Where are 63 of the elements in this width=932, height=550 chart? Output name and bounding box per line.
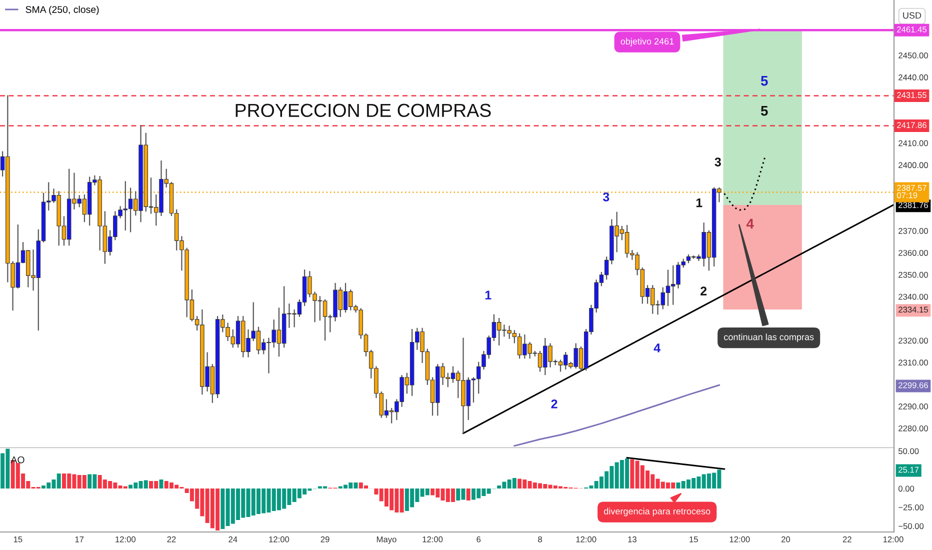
- ref-line-label: 2431.55: [897, 92, 926, 98]
- x-tick-label: 22: [842, 536, 852, 542]
- y-tick-label: 2440.00: [898, 74, 928, 80]
- y-tick-label: 2310.00: [898, 360, 928, 366]
- y-tick-label: 2320.00: [898, 338, 928, 344]
- x-tick-label: 12:00: [730, 536, 750, 542]
- annotation: 2: [700, 286, 707, 296]
- y-tick-label: 50.00: [898, 448, 919, 454]
- y-tick-label: 2381.76: [898, 202, 928, 208]
- annotation: divergencia para retroceso: [604, 508, 710, 516]
- bar: [466, 488, 470, 500]
- x-tick-label: 12:00: [883, 536, 904, 542]
- ref-line-label: 2461.45: [897, 26, 926, 32]
- x-tick-label: 15: [690, 536, 698, 542]
- y-tick-label: 25.17: [898, 466, 919, 473]
- annotation: 3: [714, 158, 721, 166]
- y-tick-label: 2280.00: [898, 425, 928, 432]
- x-tick-label: 6: [476, 536, 481, 542]
- annotation: 1: [696, 198, 702, 208]
- x-tick-label: 15: [14, 536, 22, 542]
- y-tick-label: 2340.00: [898, 294, 928, 300]
- annotation: 3: [602, 192, 610, 202]
- annotation: 2: [551, 399, 558, 408]
- ref-line-label: 2387.57 07:19: [897, 184, 926, 198]
- annotation: objetivo 2461: [620, 38, 674, 46]
- x-tick-label: 12:00: [576, 536, 596, 542]
- x-tick-label: 20: [782, 536, 790, 542]
- y-tick-label: 2290.00: [898, 404, 928, 410]
- y-tick-label: −50.00: [898, 523, 924, 530]
- y-tick-label: 2350.00: [898, 272, 928, 278]
- annotation: 4: [746, 218, 754, 228]
- y-tick-label: 2299.66: [898, 382, 928, 388]
- x-tick-label: 24: [228, 536, 238, 542]
- y-tick-label: 2400.00: [898, 162, 928, 168]
- line-series: [724, 155, 766, 211]
- annotation: 5: [760, 106, 768, 116]
- y-tick-label: 2450.00: [898, 52, 928, 58]
- x-tick-label: 8: [538, 536, 542, 542]
- y-tick-label: 0.00: [898, 486, 914, 492]
- annotation: 4: [654, 344, 660, 352]
- line-series: [514, 384, 720, 447]
- y-tick-label: 2360.00: [898, 250, 928, 256]
- annotation: 5: [760, 76, 768, 86]
- annotation: continuan las compras: [724, 334, 814, 342]
- y-tick-label: 2334.15: [898, 306, 928, 313]
- y-tick-label: 2410.00: [898, 140, 928, 146]
- x-tick-label: Mayo: [376, 536, 396, 544]
- y-tick-label: −25.00: [898, 504, 924, 510]
- text: AO: [10, 456, 24, 464]
- ref-line-label: 2417.86: [897, 122, 926, 128]
- x-tick-label: 22: [167, 536, 176, 542]
- x-tick-label: 12:00: [422, 536, 443, 542]
- annotation: PROYECCION DE COMPRAS: [236, 104, 491, 118]
- x-tick-label: 29: [320, 536, 330, 542]
- annotation: 1: [485, 290, 492, 300]
- x-tick-label: 13: [628, 536, 636, 542]
- x-tick-label: 12:00: [116, 536, 136, 542]
- legend-label: SMA (250, close): [26, 6, 99, 15]
- y-axis-title: USD: [903, 12, 922, 19]
- bar: [159, 480, 164, 488]
- x-tick-label: 12:00: [269, 536, 290, 542]
- x-tick-label: 17: [75, 536, 84, 542]
- y-tick-label: 2370.00: [898, 228, 928, 234]
